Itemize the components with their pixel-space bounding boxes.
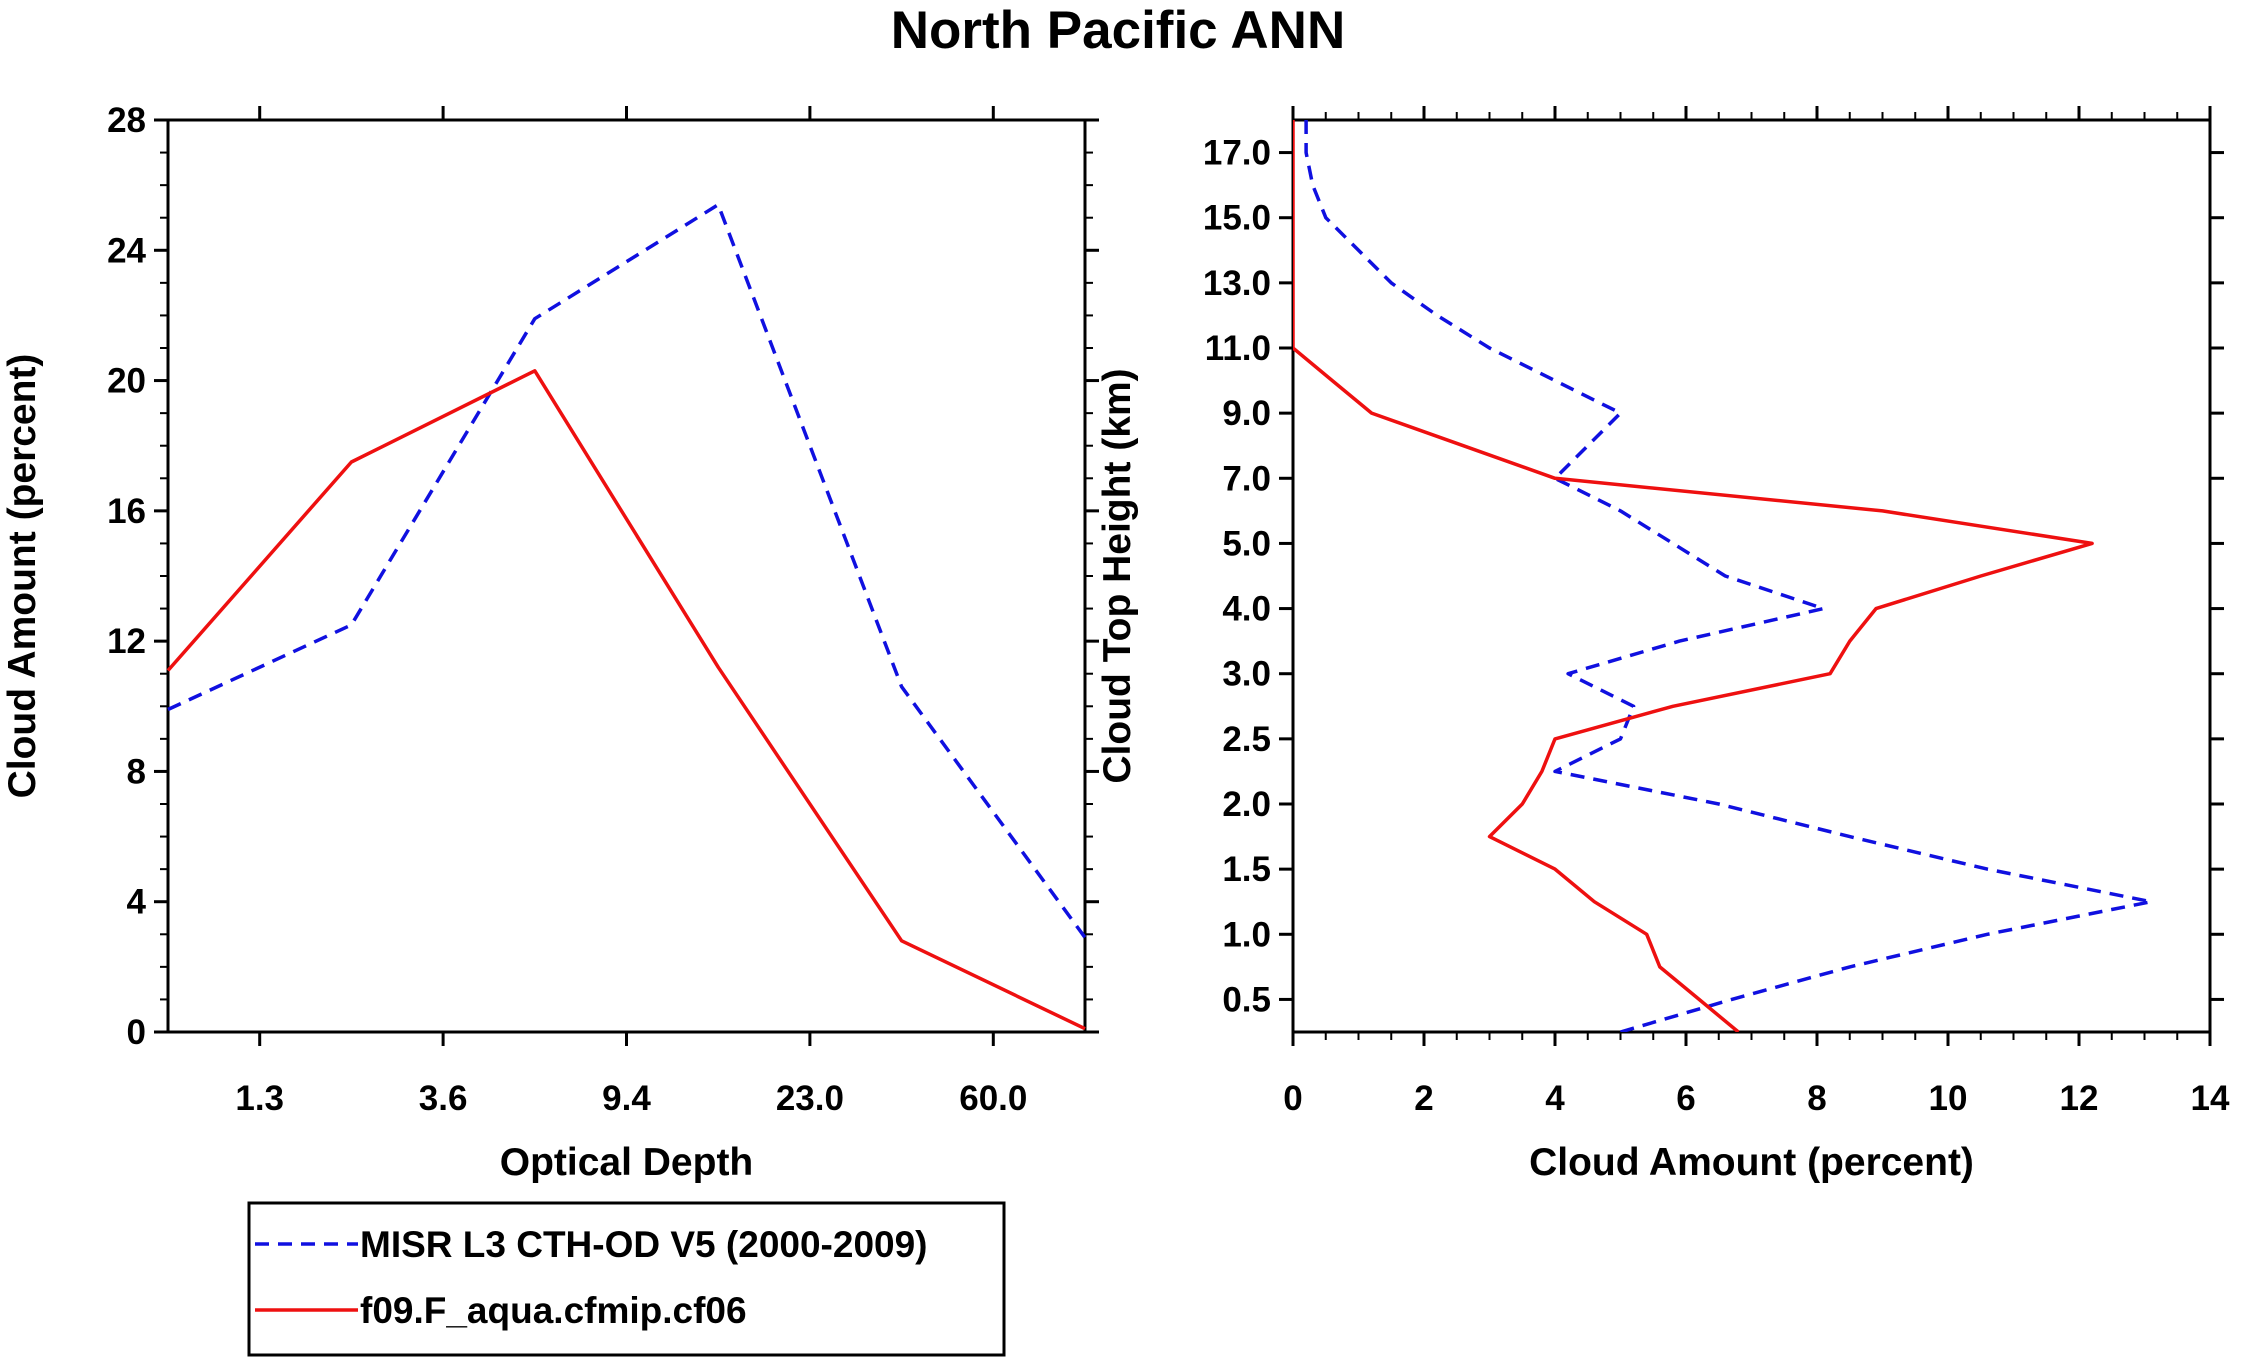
right-x-tick-label: 14	[2191, 1079, 2230, 1118]
legend: MISR L3 CTH-OD V5 (2000-2009) f09.F_aqua…	[247, 1201, 1006, 1357]
left-x-tick-label: 60.0	[959, 1079, 1027, 1118]
left-panel: 0 4 8 12 16 20 24 28 1.3 3.6 9.4 23.0 60.0 Optical De…	[1, 101, 1099, 1184]
right-panel: 0.5 1.0 1.5 2.0 2.5 3.0 4.0 5.0 7.0 9.0 11.0 13.0 15…	[1096, 106, 2230, 1184]
right-plot-frame	[1291, 118, 2212, 1034]
right-x-tick-label: 10	[1929, 1079, 1968, 1118]
right-y-tick-label: 5.0	[1222, 524, 1271, 563]
legend-box	[247, 1201, 1006, 1357]
left-x-tick-label: 3.6	[419, 1079, 468, 1118]
right-x-tick-label: 4	[1545, 1079, 1565, 1118]
left-y-tick-label: 28	[107, 101, 146, 140]
right-y-axis-label: Cloud Top Height (km)	[1096, 368, 1139, 783]
right-y-tick-label: 2.0	[1222, 785, 1271, 824]
right-x-tick-label: 0	[1283, 1079, 1302, 1118]
left-y-tick-label: 8	[127, 752, 146, 791]
right-x-tick-label: 12	[2060, 1079, 2099, 1118]
right-y-tick-label: 2.5	[1222, 720, 1271, 759]
right-y-tick-label: 1.0	[1222, 915, 1271, 954]
right-y-tick-label: 1.5	[1222, 850, 1271, 889]
right-y-tick-label: 7.0	[1222, 459, 1271, 498]
left-x-tick-label: 1.3	[235, 1079, 284, 1118]
right-series-model-line	[1293, 120, 2094, 1032]
left-y-tick-label: 4	[127, 883, 147, 922]
chart-title: North Pacific ANN	[891, 1, 1346, 60]
left-series-misr-line	[167, 202, 1087, 939]
left-y-tick-label: 16	[107, 492, 146, 531]
right-x-tick-label: 2	[1414, 1079, 1433, 1118]
left-plot-frame	[166, 118, 1087, 1034]
left-y-tick-label: 0	[127, 1013, 146, 1052]
left-y-tick-label: 12	[107, 622, 146, 661]
right-y-tick-label: 13.0	[1203, 264, 1271, 303]
left-y-tick-label: 20	[107, 362, 146, 401]
right-y-tick-label: 0.5	[1222, 980, 1271, 1019]
right-y-tick-label: 3.0	[1222, 655, 1271, 694]
left-y-tick-label: 24	[107, 231, 146, 270]
left-x-tick-label: 23.0	[776, 1079, 844, 1118]
left-series-model-line	[166, 369, 1086, 1031]
right-y-tick-label: 17.0	[1203, 134, 1271, 173]
right-x-tick-label: 6	[1676, 1079, 1695, 1118]
left-y-axis-label: Cloud Amount (percent)	[1, 354, 44, 799]
legend-label-model: f09.F_aqua.cfmip.cf06	[360, 1290, 747, 1331]
right-series-misr-line	[1304, 120, 2153, 1032]
left-x-tick-label: 9.4	[602, 1079, 651, 1118]
legend-label-misr: MISR L3 CTH-OD V5 (2000-2009)	[360, 1224, 928, 1265]
right-y-tick-label: 9.0	[1222, 394, 1271, 433]
right-x-axis-label: Cloud Amount (percent)	[1529, 1141, 1974, 1184]
right-y-tick-label: 11.0	[1205, 329, 1271, 368]
right-x-tick-label: 8	[1807, 1079, 1826, 1118]
right-y-tick-label: 15.0	[1203, 199, 1271, 238]
right-y-tick-label: 4.0	[1222, 590, 1271, 629]
left-x-axis-label: Optical Depth	[500, 1141, 754, 1184]
